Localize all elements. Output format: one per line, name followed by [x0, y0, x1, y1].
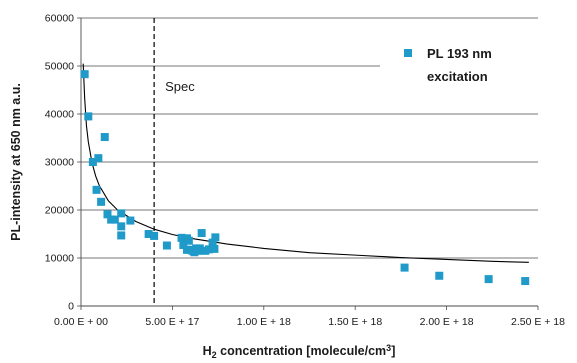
legend-marker: [404, 49, 412, 57]
x-axis-title-subscript: 2: [212, 350, 217, 360]
data-point: [184, 236, 193, 245]
y-tick-label: 60000: [45, 13, 74, 25]
x-tick-label: 2.50 E + 18: [511, 316, 565, 328]
data-point: [100, 133, 109, 142]
x-tick-label: 2.00 E + 18: [420, 316, 474, 328]
data-point: [117, 222, 126, 231]
y-tick-label: 40000: [45, 109, 74, 121]
data-point: [126, 216, 135, 225]
x-tick-label: 0.00 E + 00: [54, 316, 108, 328]
grid-layer: [81, 17, 538, 259]
trendline: [82, 63, 529, 263]
legend-label-line1: PL 193 nm: [427, 46, 492, 61]
legend-layer: PL 193 nm excitation: [380, 38, 548, 110]
y-tick-label: 30000: [45, 157, 74, 169]
data-point: [197, 229, 206, 238]
y-tick-label: 50000: [45, 61, 74, 73]
data-point: [195, 244, 204, 253]
y-tick-label: 0: [68, 301, 74, 313]
point-layer: [80, 70, 530, 286]
y-tick-label: 10000: [45, 253, 74, 265]
data-point: [208, 238, 217, 247]
x-tick-label: 5.00 E + 17: [145, 316, 199, 328]
data-point: [177, 233, 186, 242]
x-tick-label: 1.50 E + 18: [328, 316, 382, 328]
axis-layer: 0 10000 20000 30000 40000 50000 60000 0.00 E + …: [45, 13, 565, 329]
x-tick-label: 1.00 E + 18: [237, 316, 291, 328]
data-point: [484, 275, 493, 284]
data-point: [150, 231, 159, 240]
data-point: [92, 185, 101, 194]
data-point: [94, 154, 103, 163]
y-axis-title: PL-intensity at 650 nm a.u.: [9, 83, 23, 241]
data-point: [521, 277, 530, 286]
data-point: [400, 263, 409, 272]
x-axis-title-superscript: 3: [386, 343, 391, 353]
data-point: [179, 241, 188, 250]
data-point: [80, 70, 89, 79]
data-point: [204, 245, 213, 254]
data-point: [144, 230, 153, 238]
y-tick-label: 20000: [45, 205, 74, 217]
data-point: [84, 112, 93, 121]
data-point: [162, 241, 171, 250]
data-point: [435, 271, 444, 280]
x-axis-title-end: ]: [391, 344, 395, 358]
legend-label-line2: excitation: [427, 69, 488, 84]
data-point: [211, 233, 220, 242]
x-axis-title-rest: concentration [molecule/cm: [217, 344, 386, 358]
data-point: [117, 209, 126, 218]
data-point: [210, 244, 219, 253]
data-point: [103, 210, 112, 219]
x-axis-title-main: H: [203, 344, 212, 358]
data-point: [97, 197, 106, 206]
trend-layer: [82, 63, 529, 263]
data-point: [88, 158, 97, 166]
data-point: [117, 231, 126, 240]
spec-label: Spec: [165, 79, 195, 94]
x-axis-title: H2 concentration [molecule/cm3]: [203, 343, 396, 360]
annotation-layer: Spec: [153, 18, 195, 306]
data-point: [110, 215, 119, 224]
